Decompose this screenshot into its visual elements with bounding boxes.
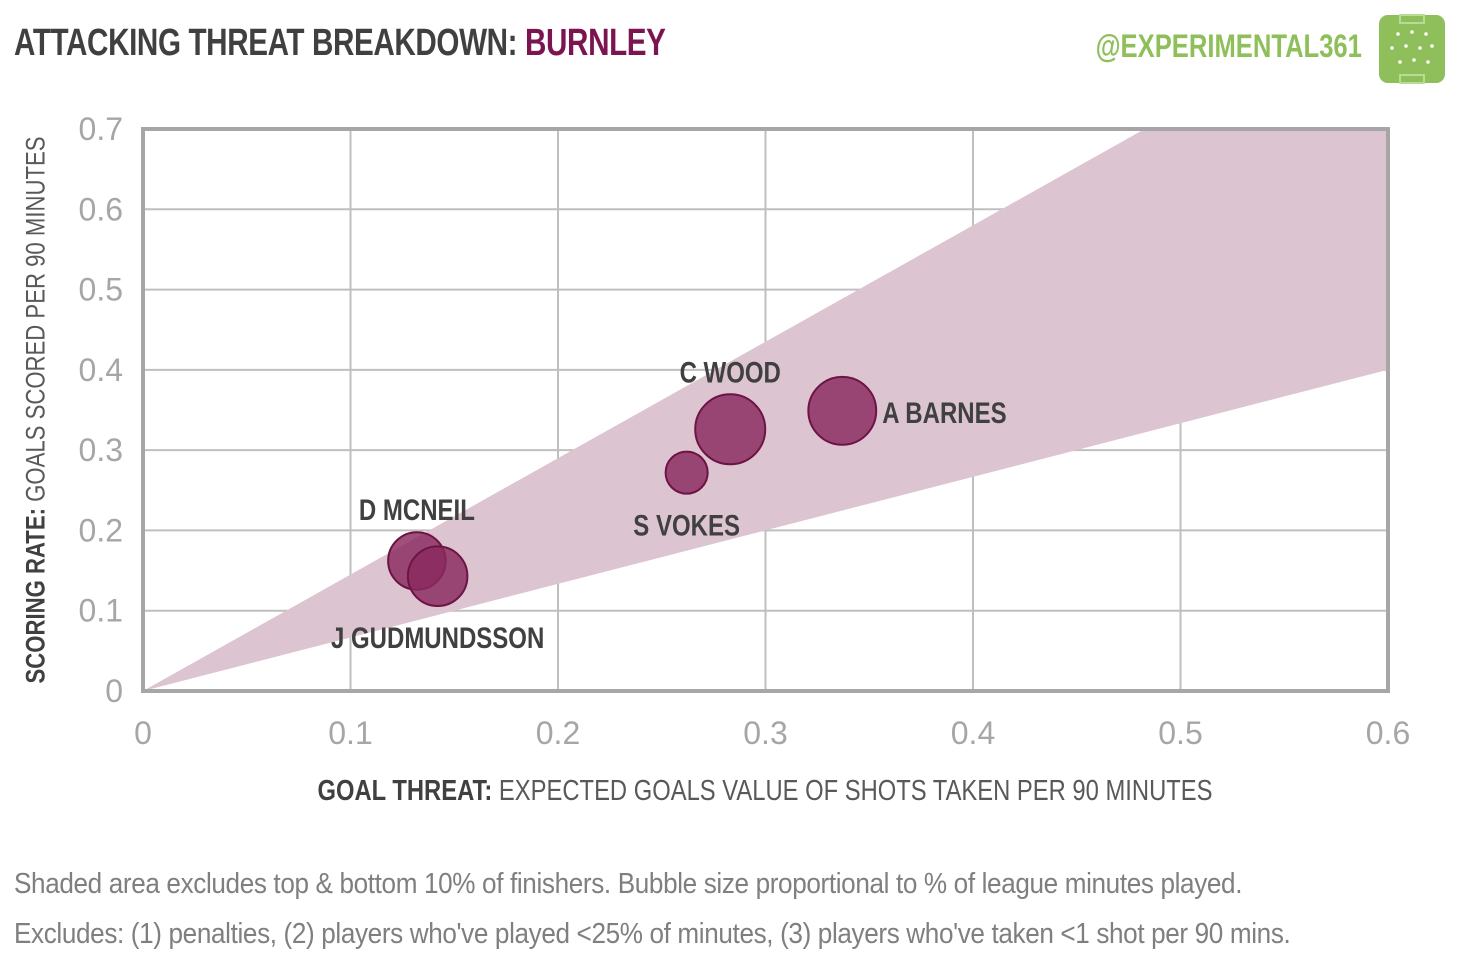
x-axis-label-bold: GOAL THREAT: [317, 775, 493, 807]
x-tick-label-5: 0.5 [1158, 715, 1202, 751]
x-tick-label-2: 0.2 [536, 715, 580, 751]
x-tick-label-6: 0.6 [1366, 715, 1410, 751]
player-label-2: S VOKES [633, 508, 740, 542]
bubble-1 [406, 545, 469, 607]
team-name: BURNLEY [525, 22, 666, 64]
x-tick-label-0: 0 [134, 715, 152, 751]
y-tick-label-0: 0 [105, 673, 123, 709]
bubble-4 [807, 375, 878, 446]
y-tick-label-3: 0.3 [79, 432, 123, 468]
y-tick-label-4: 0.4 [79, 352, 123, 388]
bubble-2 [664, 450, 709, 495]
y-axis-label: SCORING RATE: GOALS SCORED PER 90 MINUTE… [21, 136, 52, 683]
chart-title: ATTACKING THREAT BREAKDOWN: BURNLEY [14, 22, 666, 65]
y-tick-label-7: 0.7 [79, 111, 123, 147]
x-axis-label: GOAL THREAT: EXPECTED GOALS VALUE OF SHO… [317, 775, 1212, 808]
player-label-1: J GUDMUNDSSON [331, 620, 544, 654]
y-tick-label-5: 0.5 [79, 272, 123, 308]
y-tick-label-2: 0.2 [79, 512, 123, 548]
player-label-3: C WOOD [680, 355, 781, 389]
player-label-4: A BARNES [882, 395, 1006, 429]
x-tick-label-4: 0.4 [951, 715, 995, 751]
plot-frame [141, 127, 1390, 693]
pitch-logo-icon [1379, 14, 1445, 84]
y-axis-label-rest: GOALS SCORED PER 90 MINUTES [20, 136, 51, 502]
bubbles [387, 375, 878, 607]
y-axis-label-bold: SCORING RATE: [20, 508, 51, 684]
twitter-handle: @EXPERIMENTAL361 [1095, 28, 1362, 64]
x-tick-label-1: 0.1 [328, 715, 372, 751]
x-axis-label-rest: EXPECTED GOALS VALUE OF SHOTS TAKEN PER … [498, 775, 1213, 807]
y-tick-label-1: 0.1 [79, 593, 123, 629]
footnote-shading: Shaded area excludes top & bottom 10% of… [14, 868, 1243, 900]
player-labels: D MCNEIL J GUDMUNDSSON S VOKES C WOOD A BARN… [331, 355, 1007, 655]
footnote-exclusions: Excludes: (1) penalties, (2) players who… [14, 918, 1291, 950]
y-tick-label-6: 0.6 [79, 191, 123, 227]
player-label-0: D MCNEIL [359, 493, 475, 527]
chart-title-text: ATTACKING THREAT BREAKDOWN: [14, 22, 518, 64]
x-tick-label-3: 0.3 [743, 715, 787, 751]
bubble-3 [694, 393, 767, 466]
tick-labels: 0 0.1 0.2 0.3 0.4 0.5 0.6 0 0.1 0.2 0.3 0.4 0.5 0.6 0.… [79, 111, 1411, 751]
